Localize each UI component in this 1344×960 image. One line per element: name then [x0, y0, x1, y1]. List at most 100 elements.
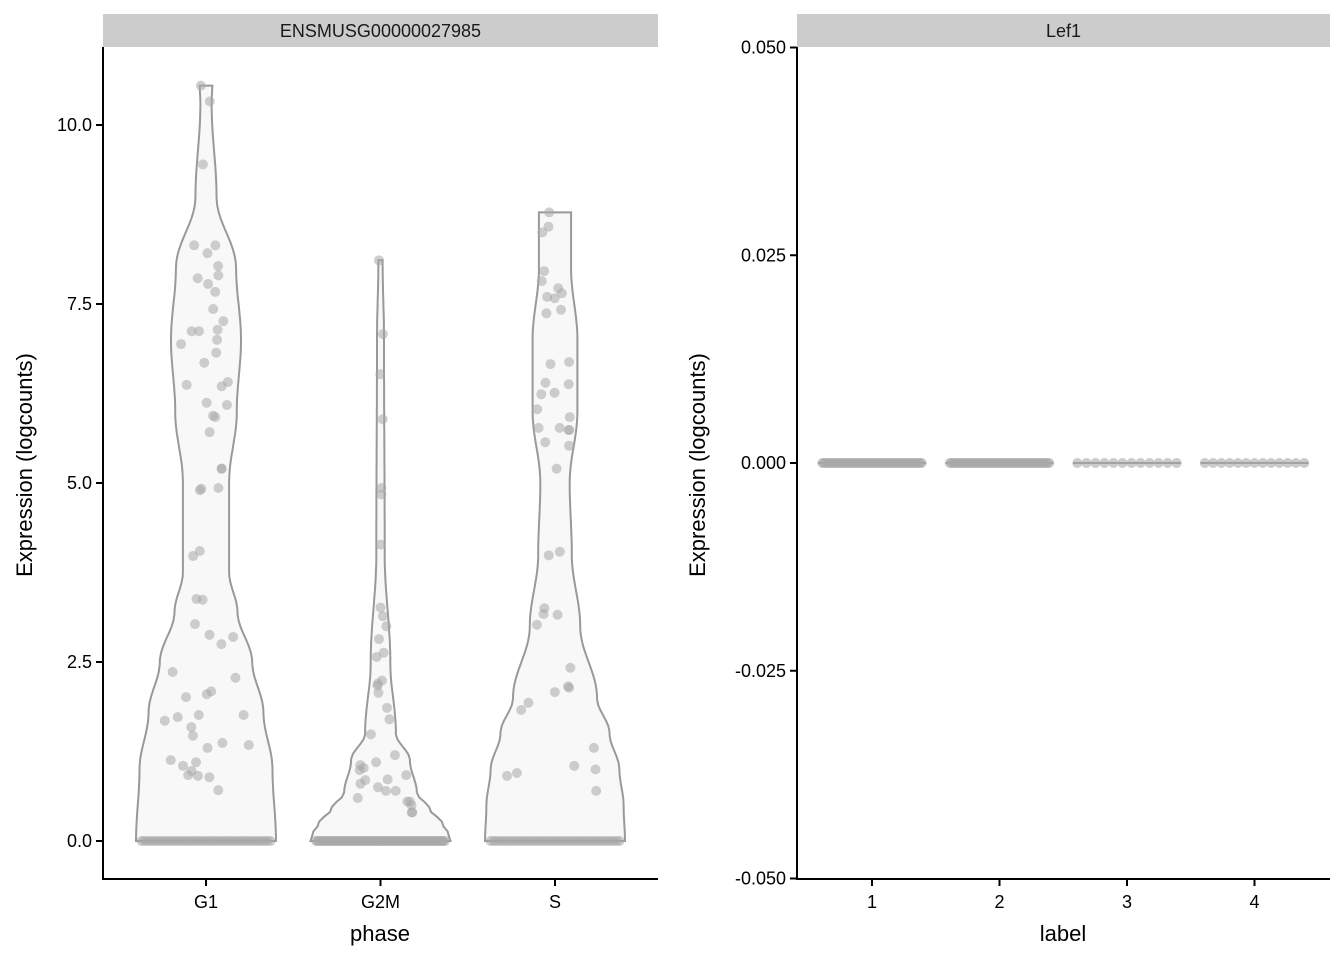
data-point — [230, 672, 241, 683]
data-point — [352, 793, 363, 804]
data-point — [201, 689, 212, 700]
data-point — [187, 730, 198, 741]
data-point — [197, 594, 208, 605]
data-point — [377, 329, 388, 340]
data-point — [204, 96, 215, 107]
data-point — [551, 463, 562, 474]
violin-group-4 — [1199, 458, 1310, 468]
y-tick-label: 10.0 — [57, 115, 92, 135]
data-point — [533, 422, 544, 433]
data-point — [204, 772, 215, 783]
data-point — [1199, 458, 1210, 468]
data-point — [401, 770, 412, 781]
data-point — [552, 609, 563, 620]
violin-shape — [134, 84, 278, 842]
data-point — [202, 248, 213, 259]
violin-shape — [483, 211, 627, 842]
x-tick-label: S — [549, 892, 561, 912]
y-tick-label: 0.050 — [741, 38, 786, 58]
data-point — [371, 651, 382, 662]
data-point — [1090, 458, 1101, 468]
data-point — [588, 742, 599, 753]
y-tick-label: 5.0 — [67, 473, 92, 493]
data-point — [389, 750, 400, 761]
data-point — [165, 755, 176, 766]
data-point — [563, 425, 574, 436]
data-point — [186, 722, 197, 733]
data-point — [541, 308, 552, 319]
data-point — [1117, 458, 1128, 468]
data-point — [591, 785, 602, 796]
data-point — [540, 377, 551, 388]
data-point — [375, 539, 386, 550]
y-tick-label: 0.025 — [741, 245, 786, 265]
data-point — [532, 404, 543, 415]
data-point — [1099, 458, 1110, 468]
data-point — [189, 240, 200, 251]
x-axis-title-left: phase — [350, 921, 410, 946]
data-point — [193, 709, 204, 720]
data-point — [208, 410, 219, 421]
data-point — [1224, 458, 1235, 468]
y-axis-title-left: Expression (logcounts) — [12, 353, 37, 577]
data-point — [238, 709, 249, 720]
data-point — [1249, 458, 1260, 468]
violin-group-2 — [944, 458, 1055, 468]
data-point — [176, 339, 187, 350]
data-point — [564, 356, 575, 367]
data-point — [380, 785, 391, 796]
data-point — [549, 387, 560, 398]
data-point — [390, 785, 401, 796]
data-point — [375, 369, 386, 380]
data-point — [502, 770, 513, 781]
data-point — [1072, 458, 1083, 468]
data-point — [197, 159, 208, 170]
strip-left — [103, 14, 658, 47]
data-point — [210, 240, 221, 251]
data-point — [213, 785, 224, 796]
y-tick-label: 0.000 — [741, 453, 786, 473]
data-point — [365, 729, 376, 740]
data-point — [183, 770, 194, 781]
data-point — [382, 774, 393, 785]
data-point — [406, 807, 417, 818]
data-point — [208, 304, 219, 315]
data-point — [216, 463, 227, 474]
data-point — [545, 359, 556, 370]
violin-group-3 — [1072, 458, 1182, 468]
data-point — [192, 273, 203, 284]
data-point — [1241, 458, 1252, 468]
data-point — [536, 276, 547, 287]
data-point — [213, 483, 224, 494]
data-point — [539, 266, 550, 277]
y-tick-label: -0.050 — [735, 869, 786, 889]
data-point — [382, 702, 393, 713]
data-point — [1208, 458, 1219, 468]
data-point — [221, 399, 232, 410]
data-point — [540, 437, 551, 448]
data-point — [212, 324, 223, 335]
data-point — [213, 270, 224, 281]
strip-title-right: Lef1 — [1046, 21, 1081, 41]
data-point — [243, 740, 254, 751]
y-axis-title-right: Expression (logcounts) — [685, 353, 710, 577]
data-point — [564, 682, 575, 693]
data-point — [376, 489, 387, 500]
data-point — [1135, 458, 1146, 468]
data-point — [265, 836, 276, 846]
data-point — [373, 782, 384, 793]
data-point — [355, 778, 366, 789]
data-point — [406, 800, 417, 811]
data-point — [544, 207, 555, 218]
data-point — [204, 427, 215, 438]
data-point — [1282, 458, 1293, 468]
y-tick-label: 0.0 — [67, 831, 92, 851]
data-point — [536, 389, 547, 400]
panel-right: Lef1 -0.050 -0.025 0.000 0.025 0.050 1 2 3 4 lab… — [685, 14, 1330, 946]
data-point — [373, 255, 384, 266]
data-point — [218, 316, 229, 327]
data-point — [213, 261, 224, 272]
data-point — [542, 291, 553, 302]
violin-shape — [309, 259, 452, 842]
